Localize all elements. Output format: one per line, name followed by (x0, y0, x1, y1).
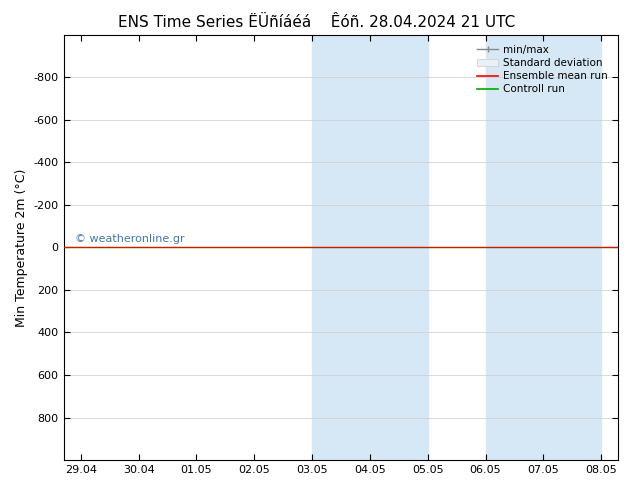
Legend: min/max, Standard deviation, Ensemble mean run, Controll run: min/max, Standard deviation, Ensemble me… (472, 40, 613, 99)
Bar (486, 35, 601, 460)
Y-axis label: Min Temperature 2m (°C): Min Temperature 2m (°C) (15, 168, 28, 326)
Text: © weatheronline.gr: © weatheronline.gr (75, 234, 184, 244)
Bar (312, 35, 370, 460)
Text: ENS Time Series ËÜñíáéá    Êóñ. 28.04.2024 21 UTC: ENS Time Series ËÜñíáéá Êóñ. 28.04.2024 … (119, 15, 515, 30)
Bar (370, 35, 428, 460)
